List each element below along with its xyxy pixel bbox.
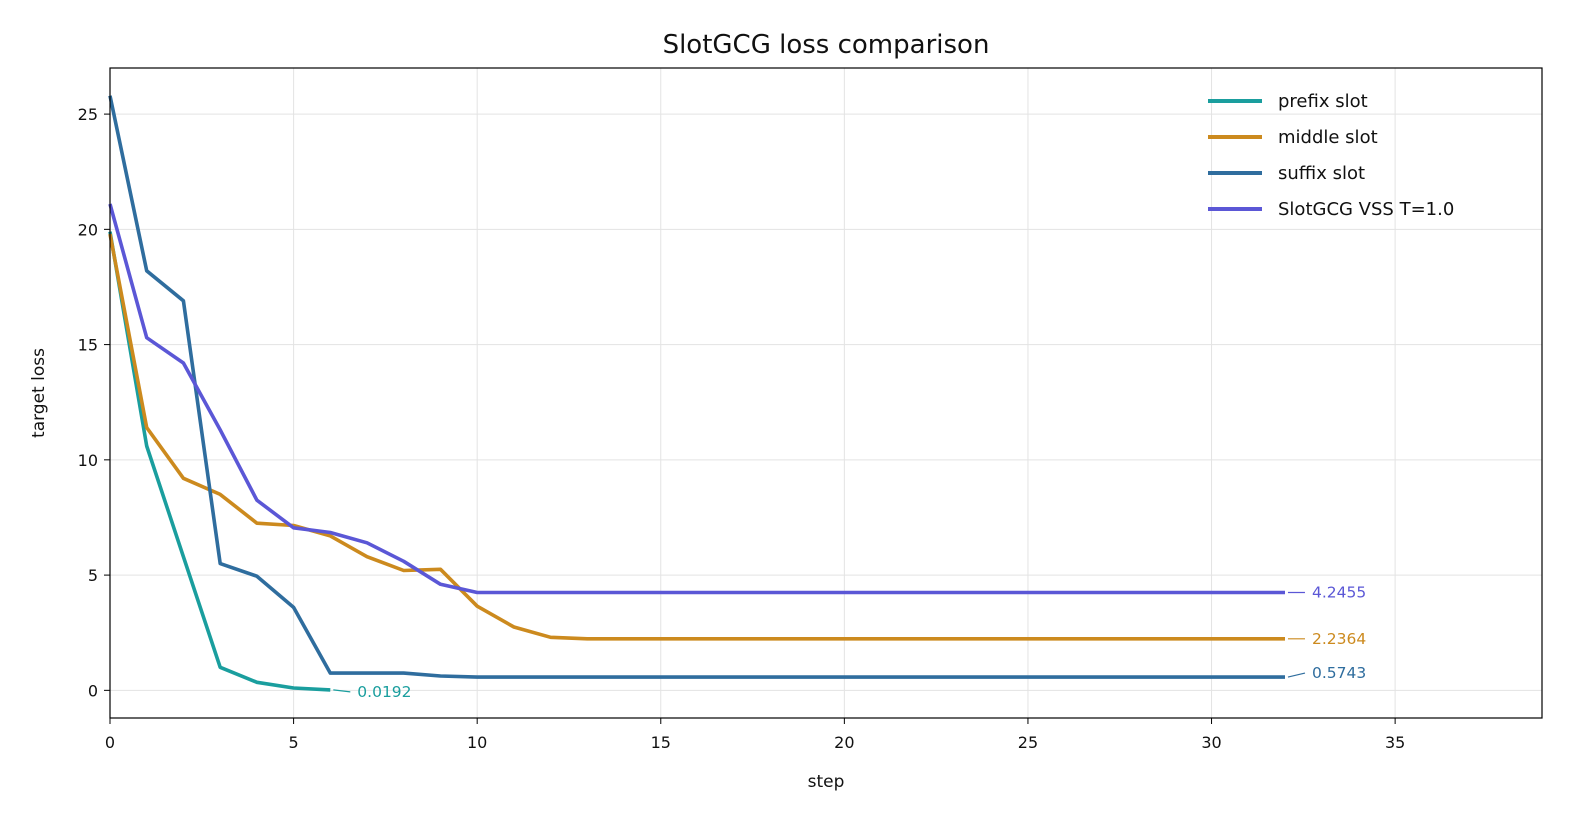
x-axis-label: step [808,772,845,792]
y-tick-label: 20 [78,220,98,239]
x-tick-label: 35 [1385,733,1405,752]
y-tick-label: 0 [88,681,98,700]
axis-ticks: 0 5 10 15 20 25 30 35 0 5 10 15 20 25 [78,105,1406,752]
gridlines [109,68,1542,718]
x-tick-label: 10 [467,733,487,752]
y-axis-label: target loss [29,348,49,438]
y-tick-label: 15 [78,336,98,355]
series-layer [108,95,1285,692]
end-labels: 0.0192 2.2364 0.5743 4.2455 [333,583,1366,701]
end-label-leader [333,689,351,693]
legend-label: prefix slot [1278,91,1368,112]
x-tick-label: 5 [288,733,298,752]
chart-title: SlotGCG loss comparison [663,30,990,60]
legend-label: middle slot [1278,127,1378,148]
series-line-3 [108,203,1285,595]
legend-label: suffix slot [1278,163,1365,184]
series-end-label: 0.5743 [1312,664,1366,682]
legend-label: SlotGCG VSS T=1.0 [1278,199,1454,220]
y-tick-label: 5 [88,566,98,585]
plot-frame [109,67,1543,719]
series-end-label: 0.0192 [357,683,411,701]
y-tick-label: 10 [78,451,98,470]
y-tick-label: 25 [78,105,98,124]
series-line-1 [108,233,1285,641]
x-tick-label: 25 [1018,733,1038,752]
series-end-label: 2.2364 [1312,630,1366,648]
x-tick-label: 15 [651,733,671,752]
x-tick-label: 20 [834,733,854,752]
series-end-label: 4.2455 [1312,583,1366,601]
legend: prefix slot middle slot suffix slot SlotGCG… [1208,91,1454,220]
x-tick-label: 0 [105,733,115,752]
end-label-leader [1287,672,1306,678]
x-tick-label: 30 [1201,733,1221,752]
series-line-2 [108,95,1285,679]
series-line-0 [108,231,331,692]
